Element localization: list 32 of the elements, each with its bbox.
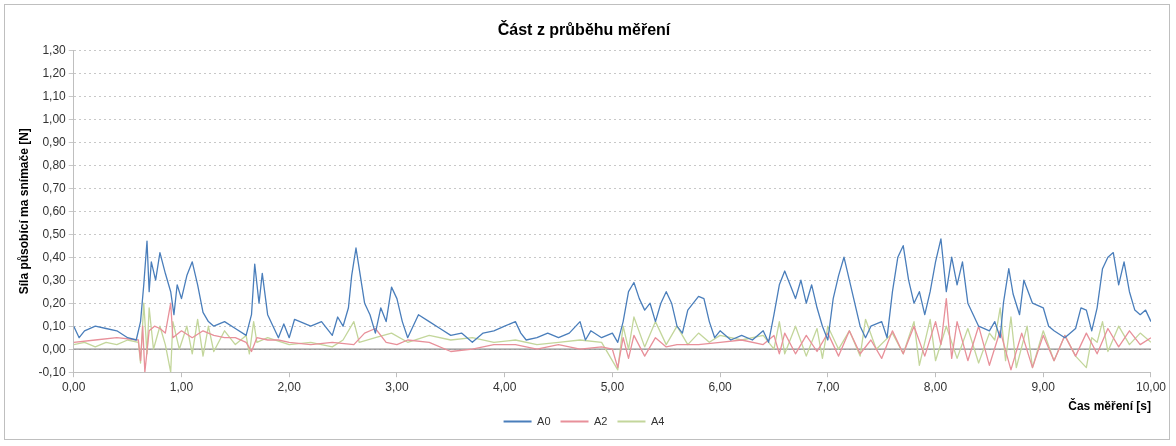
y-tick-label: 0,80: [42, 157, 67, 172]
y-axis-title: Síla působící ma snímače [N]: [16, 128, 31, 295]
x-tick-label: 5,00: [600, 379, 625, 394]
legend-label: A2: [594, 414, 608, 427]
legend-label: A0: [537, 414, 551, 427]
y-tick-label: 0,20: [42, 295, 67, 310]
x-tick-label: 4,00: [492, 379, 517, 394]
x-tick-label: 1,00: [169, 379, 194, 394]
y-tick-label: 0,50: [42, 226, 67, 241]
y-tick-label: 0,70: [42, 180, 67, 195]
x-tick-label: 7,00: [816, 379, 840, 394]
y-tick-label: 1,10: [42, 88, 67, 103]
x-tick-label: 9,00: [1031, 379, 1056, 394]
x-axis-title: Čas měření [s]: [1068, 398, 1151, 414]
y-tick-label: 0,30: [42, 272, 67, 287]
y-tick-label: 1,20: [42, 65, 67, 80]
chart-title: Část z průběhu měření: [497, 20, 671, 39]
y-tick-label: 0,10: [42, 318, 67, 333]
x-tick-label: 2,00: [277, 379, 302, 394]
x-tick-label: 10,00: [1135, 379, 1167, 394]
y-tick-label: -0,10: [38, 364, 67, 379]
x-tick-label: 3,00: [385, 379, 409, 394]
legend-label: A4: [650, 414, 665, 427]
y-tick-label: 0,00: [42, 341, 67, 356]
y-tick-label: 0,90: [42, 134, 67, 149]
y-tick-label: 1,30: [42, 42, 67, 57]
y-tick-label: 1,00: [42, 111, 67, 126]
x-tick-label: 0,00: [62, 379, 86, 394]
y-tick-label: 0,40: [42, 249, 67, 264]
x-tick-label: 8,00: [923, 379, 948, 394]
y-tick-label: 0,60: [42, 203, 67, 218]
x-tick-label: 6,00: [708, 379, 733, 394]
